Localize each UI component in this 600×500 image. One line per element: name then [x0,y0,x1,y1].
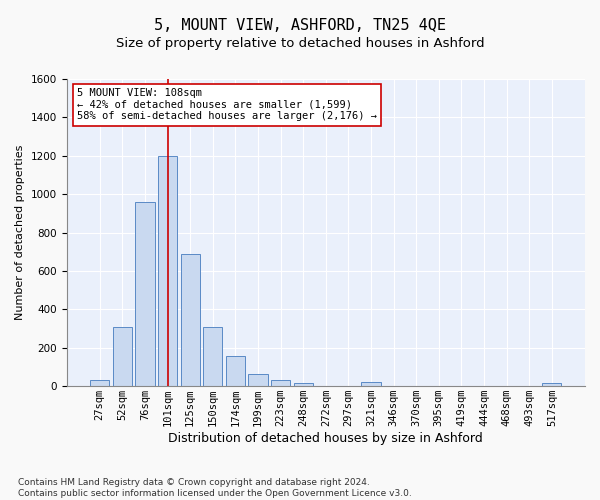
Text: Size of property relative to detached houses in Ashford: Size of property relative to detached ho… [116,38,484,51]
Text: 5 MOUNT VIEW: 108sqm
← 42% of detached houses are smaller (1,599)
58% of semi-de: 5 MOUNT VIEW: 108sqm ← 42% of detached h… [77,88,377,122]
Bar [542,384,562,386]
Bar [203,326,223,386]
Bar [271,380,290,386]
Bar [113,326,132,386]
Bar [136,202,155,386]
Bar [248,374,268,386]
Bar [90,380,109,386]
Bar [181,254,200,386]
X-axis label: Distribution of detached houses by size in Ashford: Distribution of detached houses by size … [169,432,483,445]
Y-axis label: Number of detached properties: Number of detached properties [15,145,25,320]
Text: 5, MOUNT VIEW, ASHFORD, TN25 4QE: 5, MOUNT VIEW, ASHFORD, TN25 4QE [154,18,446,32]
Text: Contains HM Land Registry data © Crown copyright and database right 2024.
Contai: Contains HM Land Registry data © Crown c… [18,478,412,498]
Bar [293,384,313,386]
Bar [361,382,380,386]
Bar [226,356,245,386]
Bar [158,156,177,386]
